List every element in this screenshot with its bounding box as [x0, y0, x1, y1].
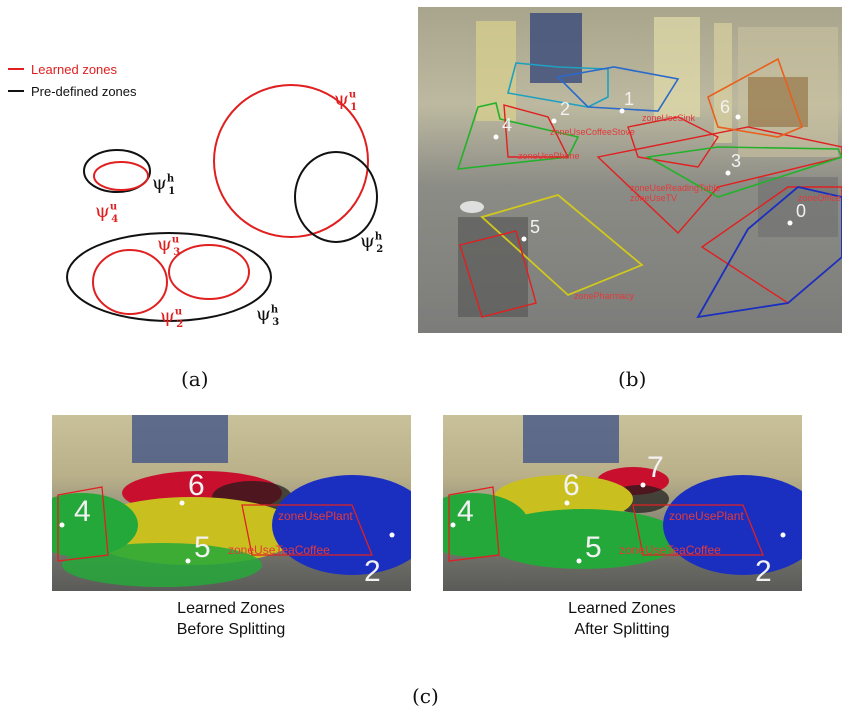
legend-item-predefined: Pre-defined zones [8, 80, 137, 102]
zone-tag-pharmacy: zonePharmacy [574, 291, 635, 301]
caption-before: Learned Zones Before Splitting [101, 598, 361, 640]
panel-label-a: (a) [181, 367, 209, 391]
zone-tag-office: zoneOffice [798, 193, 841, 203]
zone-tag-sink: zoneUseSink [642, 113, 696, 123]
before-tag-tea: zoneUseTeaCoffee [228, 543, 330, 557]
after-zone-4: 4 [457, 495, 474, 528]
zone-number-3: 3 [731, 151, 742, 171]
zone-number-2: 2 [560, 99, 571, 119]
legend-label-predefined: Pre-defined zones [31, 83, 137, 99]
zone-tag-reading: zoneUseReadingTable [630, 183, 721, 193]
zone-psi1u [213, 84, 369, 238]
caption-after-line2: After Splitting [574, 621, 670, 638]
caption-after: Learned Zones After Splitting [492, 598, 752, 640]
zone-psi4u [93, 161, 149, 191]
after-zone-5: 5 [585, 531, 602, 564]
caption-before-line2: Before Splitting [176, 621, 286, 638]
before-tag-plant: zoneUsePlant [278, 509, 353, 523]
caption-before-line1: Learned Zones [177, 600, 285, 617]
before-zone-2: 2 [364, 555, 381, 588]
after-zone-6: 6 [563, 469, 580, 502]
zone-psi2h [294, 151, 378, 243]
learned-swatch [8, 68, 24, 70]
clusters-before-image: 4 6 5 2 zoneUsePlant zoneUseTeaCoffee [52, 415, 411, 591]
clusters-after-image: 4 6 7 5 2 zoneUsePlant zoneUseTeaCoffee [443, 415, 802, 591]
zone-tag-coffee: zoneUseCoffeeStove [550, 127, 635, 137]
zone-number-4: 4 [502, 115, 513, 135]
predefined-swatch [8, 90, 24, 92]
legend-item-learned: Learned zones [8, 58, 137, 80]
zone-psi2u [92, 249, 168, 315]
zone-number-1: 1 [624, 89, 635, 109]
zone-number-0: 0 [796, 201, 807, 221]
zone-tag-tv: zoneUseTV [630, 193, 678, 203]
caption-after-line1: Learned Zones [568, 600, 676, 617]
legend: Learned zones Pre-defined zones [8, 58, 137, 102]
zone-number-5: 5 [530, 217, 541, 237]
zones-diagram [66, 84, 378, 322]
zone-psi3u [168, 244, 250, 300]
after-tag-tea: zoneUseTeaCoffee [619, 543, 721, 557]
panel-label-c: (c) [412, 684, 439, 708]
symbol-psi2h: ψh2 [360, 230, 384, 255]
room-photo: 1 2 3 4 5 6 0 zoneUseCoffeeStove zoneUse… [418, 7, 842, 333]
before-zone-6: 6 [188, 469, 205, 502]
symbol-psi2u: ψu2 [160, 305, 184, 330]
zone-psi1h [83, 149, 151, 193]
symbol-psi1h: ψh1 [152, 172, 176, 197]
after-zone-7: 7 [647, 451, 664, 484]
zone-number-6: 6 [720, 97, 731, 117]
zone-psi3h [66, 232, 272, 322]
symbol-psi3u: ψu3 [157, 233, 181, 258]
after-zone-2: 2 [755, 555, 772, 588]
before-zone-5: 5 [194, 531, 211, 564]
room-zones-overlay [456, 13, 842, 319]
zone-tag-phone: zoneUsePhone [518, 151, 580, 161]
panel-label-b: (b) [618, 367, 647, 391]
symbol-psi4u: ψu4 [95, 200, 119, 225]
before-zone-4: 4 [74, 495, 91, 528]
symbol-psi1u: ψu1 [334, 88, 358, 113]
after-tag-plant: zoneUsePlant [669, 509, 744, 523]
symbol-psi3h: ψh3 [256, 303, 280, 328]
legend-label-learned: Learned zones [31, 61, 118, 77]
